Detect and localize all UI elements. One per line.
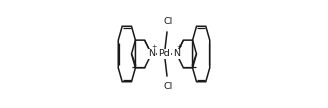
Text: Cl: Cl [163, 17, 173, 26]
Text: +: + [176, 44, 182, 50]
Text: +: + [151, 44, 157, 50]
Text: Pd: Pd [158, 49, 170, 59]
Text: N: N [148, 49, 155, 59]
Text: N: N [173, 49, 180, 59]
Text: Cl: Cl [163, 82, 173, 91]
